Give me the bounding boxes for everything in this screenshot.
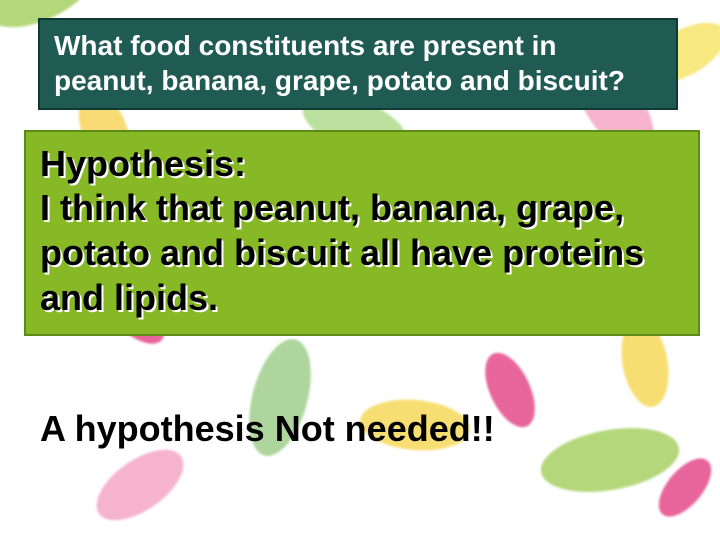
hypothesis-title: Hypothesis:	[40, 142, 684, 185]
question-box: What food constituents are present in pe…	[38, 18, 678, 110]
decor-blob	[85, 436, 196, 534]
hypothesis-box: Hypothesis: I think that peanut, banana,…	[24, 130, 700, 336]
question-text: What food constituents are present in pe…	[54, 28, 662, 98]
hypothesis-body: I think that peanut, banana, grape, pota…	[40, 185, 684, 320]
footer-text: A hypothesis Not needed!!	[40, 408, 495, 450]
